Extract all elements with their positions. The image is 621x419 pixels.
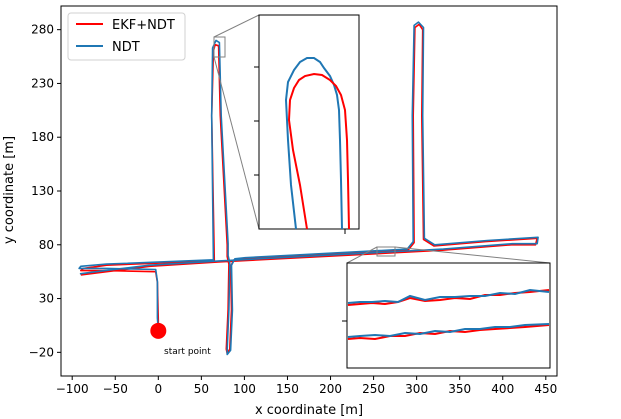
- x-tick-label: 100: [233, 382, 256, 396]
- inset-top-ndt-line: [284, 57, 343, 230]
- start-point-label: start point: [164, 347, 211, 357]
- y-tick-label: 130: [31, 184, 54, 198]
- x-tick-label: −50: [103, 382, 128, 396]
- series-layer: [78, 21, 539, 356]
- x-tick-label: −100: [56, 382, 89, 396]
- inset-top: [254, 14, 360, 234]
- zoom-connector: [213, 14, 260, 38]
- zoom-connector: [394, 246, 551, 264]
- zoom-connector: [213, 56, 260, 230]
- x-tick-label: 450: [534, 382, 557, 396]
- y-axis-label: y coordinate [m]: [2, 136, 17, 244]
- x-tick-label: 150: [276, 382, 299, 396]
- y-tick-label: 180: [31, 130, 54, 144]
- legend-label-ndt: NDT: [112, 40, 140, 55]
- x-tick-label: 400: [491, 382, 514, 396]
- y-axis-ticks: −20 30 80 130 180 230 280: [29, 23, 61, 359]
- zoom-region-top: [213, 36, 226, 58]
- inset-top-ekf-line: [287, 72, 350, 230]
- x-tick-label: 300: [405, 382, 428, 396]
- y-tick-label: −20: [29, 345, 54, 359]
- x-tick-label: 250: [362, 382, 385, 396]
- inset-right-ndt-lower: [347, 323, 550, 338]
- x-tick-label: 0: [154, 382, 162, 396]
- zoom-connector: [346, 246, 378, 264]
- x-tick-label: 200: [319, 382, 342, 396]
- inset-right-ndt-upper: [347, 288, 550, 304]
- legend-label-ekf-ndt: EKF+NDT: [112, 18, 175, 33]
- plot-area: −100 −50 0 50 100 150 200 250 300 350 400 450 −20 30…: [2, 5, 558, 418]
- zoom-indicators: [213, 14, 551, 264]
- y-tick-label: 30: [39, 292, 54, 306]
- y-tick-label: 230: [31, 76, 54, 90]
- x-tick-label: 50: [194, 382, 209, 396]
- x-tick-label: 350: [448, 382, 471, 396]
- y-tick-label: 280: [31, 23, 54, 37]
- y-tick-label: 80: [39, 238, 54, 252]
- inset-right: [342, 262, 551, 369]
- x-axis-label: x coordinate [m]: [255, 403, 363, 418]
- series-line-ndt: [78, 21, 539, 356]
- zoom-region-right: [376, 246, 396, 257]
- inset-top-frame: [258, 14, 360, 230]
- legend: EKF+NDT NDT: [67, 12, 186, 61]
- start-point-marker: [150, 322, 167, 339]
- inset-right-frame: [346, 262, 551, 369]
- x-axis-ticks: −100 −50 0 50 100 150 200 250 300 350 400 450: [56, 376, 557, 396]
